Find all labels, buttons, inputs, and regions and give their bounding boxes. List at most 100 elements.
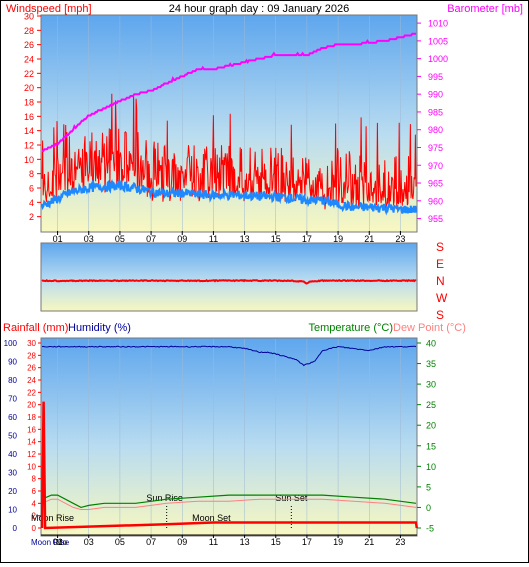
temp-tick-label: 0 [426,503,431,513]
moon-set-label: Moon Set [192,513,231,523]
rain-tick-label: 24 [27,376,36,385]
x-tick-label: 03 [84,537,94,547]
rain-tick-label: 0 [32,524,37,533]
humidity-line [41,345,417,367]
temperature-axis-label: Temperature (°C) [309,322,393,334]
y-tick-label: 16 [24,112,34,122]
rain-tick-label: 28 [27,351,36,360]
rain-temp-plot-area [40,337,418,537]
y-tick-label: 12 [24,141,34,151]
y-right-tick-label: 1005 [428,36,448,46]
temperature-line [41,494,417,509]
y-right-tick-label: 970 [428,161,443,171]
humidity-tick-label: 60 [8,413,17,422]
sun-set-label: Sun Set [275,493,308,503]
temp-tick-label: 40 [426,339,436,349]
y-right-tick-label: 995 [428,72,443,82]
rain-tick-label: 10 [27,462,36,471]
rain-tick-label: 18 [27,413,36,422]
humidity-tick-label: 10 [8,506,17,515]
x-tick-label: 07 [146,234,156,244]
x-tick-label: 21 [364,537,374,547]
compass-label-w: W [436,291,448,305]
rain-tick-label: 16 [27,425,36,434]
y-tick-label: 20 [24,83,34,93]
humidity-tick-label: 20 [8,487,17,496]
temp-tick-label: 5 [426,482,431,492]
x-tick-label: 05 [115,234,125,244]
chart-title: 24 hour graph day : 09 January 2026 [169,3,349,15]
temp-tick-label: 35 [426,359,436,369]
x-tick-label: 17 [302,537,312,547]
y-right-tick-label: 1000 [428,54,448,64]
x-tick-label: 09 [177,537,187,547]
rain-tick-label: 14 [27,438,36,447]
dewpoint-axis-label: Dew Point (°C) [393,322,466,334]
barometer-line [42,32,416,152]
windspeed-axis-label: Windspeed [mph] [6,3,92,15]
temp-tick-label: 10 [426,462,436,472]
humidity-tick-label: 0 [13,524,18,533]
compass-label-s: S [436,308,444,322]
moon-bottom-label: Mo [56,538,68,547]
dewpoint-line [41,498,417,510]
humidity-tick-label: 50 [8,432,17,441]
temp-tick-label: 30 [426,380,436,390]
humidity-tick-label: 70 [8,395,17,404]
y-tick-label: 24 [24,55,34,65]
temp-tick-label: -5 [426,524,434,534]
x-tick-label: 15 [271,537,281,547]
x-tick-label: 09 [177,234,187,244]
y-tick-label: 8 [29,169,34,179]
barometer-axis-label: Barometer [mb] [447,3,523,15]
y-tick-label: 14 [24,126,34,136]
x-tick-label: 23 [395,537,405,547]
y-right-tick-label: 955 [428,214,443,224]
temp-tick-label: 15 [426,441,436,451]
x-tick-label: 19 [333,234,343,244]
humidity-tick-label: 80 [8,376,17,385]
y-tick-label: 30 [24,12,34,22]
x-tick-label: 21 [364,234,374,244]
y-right-tick-label: 960 [428,196,443,206]
humidity-tick-label: 90 [8,358,17,367]
wind-direction-line [41,278,417,285]
rain-tick-label: 8 [32,475,37,484]
rain-tick-label: 20 [27,401,36,410]
rainfall-line [40,401,419,530]
y-right-tick-label: 1010 [428,19,448,29]
rainfall-axis-label: Rainfall (mm) [3,322,68,334]
x-tick-label: 19 [333,537,343,547]
y-tick-label: 6 [29,184,34,194]
moon-rise-bottom-label: Moon Rise [31,538,70,547]
y-right-tick-label: 990 [428,90,443,100]
humidity-tick-label: 100 [4,339,18,348]
rain-tick-label: 30 [27,339,36,348]
x-tick-label: 13 [240,234,250,244]
gust-line [41,178,417,216]
direction-plot-area [40,242,418,312]
compass-label-s: S [436,240,444,254]
x-tick-label: 11 [209,537,218,547]
x-tick-label: 01 [53,537,63,547]
temp-tick-label: 25 [426,400,436,410]
x-tick-label: 13 [240,537,250,547]
rain-tick-label: 6 [32,487,37,496]
y-tick-label: 22 [24,69,34,79]
rain-tick-label: 12 [27,450,36,459]
x-tick-label: 01 [53,234,63,244]
x-tick-label: 17 [302,234,312,244]
y-tick-label: 4 [29,198,34,208]
rain-tick-label: 22 [27,388,36,397]
compass-label-n: N [436,274,445,288]
y-tick-label: 10 [24,155,34,165]
rain-tick-label: 26 [27,364,36,373]
x-tick-label: 11 [209,234,218,244]
sun-rise-label: Sun Rise [146,493,183,503]
humidity-tick-label: 40 [8,450,17,459]
y-right-tick-label: 980 [428,125,443,135]
compass-label-e: E [436,257,444,271]
temp-tick-label: 20 [426,421,436,431]
humidity-axis-label: Humidity (%) [68,322,131,334]
